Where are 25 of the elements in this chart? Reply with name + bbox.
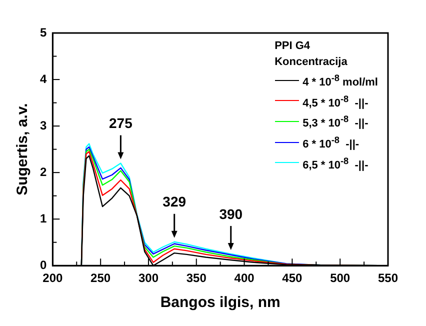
legend-label: 4 * 10$^{-8}$ mol/ml bbox=[302, 72, 378, 91]
x-tick-label: 250 bbox=[90, 271, 111, 286]
x-axis-title: Bangos ilgis, nm bbox=[160, 294, 280, 312]
annotation: 275 bbox=[109, 115, 133, 132]
y-tick-label: 2 bbox=[40, 164, 47, 179]
legend-label: 6,5 * 10$^{-8}$ -||- bbox=[302, 154, 368, 174]
legend-title: PPI G4 Koncentracija bbox=[274, 39, 348, 70]
y-tick-label: 0 bbox=[40, 258, 47, 272]
legend-label: 5,3 * 10$^{-8}$ -||- bbox=[302, 113, 368, 132]
x-tick-label: 450 bbox=[282, 271, 303, 286]
y-tick-label: 3 bbox=[40, 118, 47, 132]
x-tick-label: 350 bbox=[186, 271, 207, 286]
legend-label: 6 * 10$^{-8}$ -||- bbox=[302, 134, 360, 153]
y-tick-label: 5 bbox=[40, 25, 47, 40]
legend-label: 4,5 * 10$^{-8}$ -||- bbox=[302, 92, 368, 112]
y-tick-label: 4 bbox=[40, 72, 47, 86]
x-tick-label: 500 bbox=[330, 271, 350, 286]
x-tick-label: 400 bbox=[234, 271, 255, 286]
y-axis-title: Sugertis, a.v. bbox=[14, 103, 32, 196]
y-tick-label: 1 bbox=[40, 211, 47, 226]
annotation: 390 bbox=[219, 206, 243, 222]
x-tick-label: 300 bbox=[138, 271, 159, 286]
annotation: 329 bbox=[162, 194, 186, 210]
x-tick-label: 550 bbox=[378, 271, 398, 286]
x-tick-label: 200 bbox=[42, 271, 64, 286]
